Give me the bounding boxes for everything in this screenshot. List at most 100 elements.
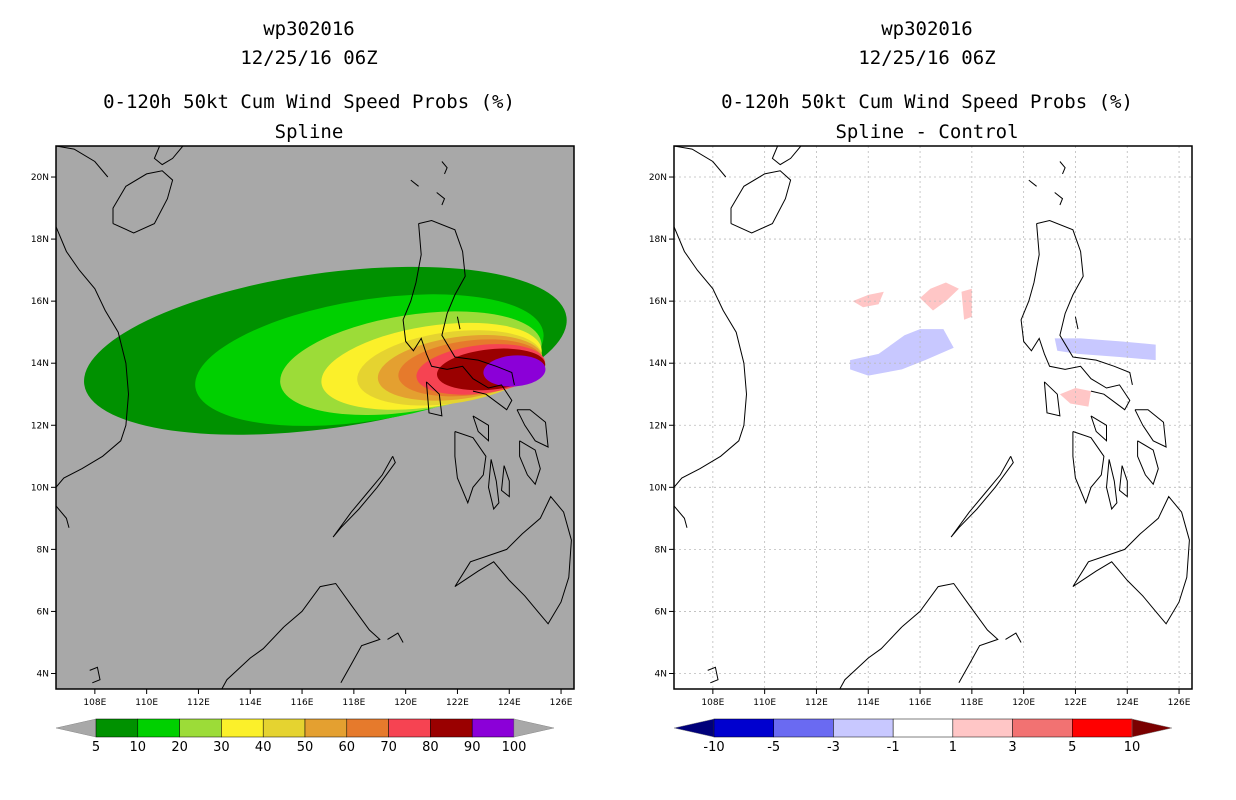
coastline	[410, 179, 419, 187]
x-tick-label: 126E	[1168, 698, 1191, 708]
x-tick-label: 116E	[909, 698, 932, 708]
coastline	[707, 666, 719, 684]
coastline	[112, 170, 174, 234]
prob-colorbar-swatch	[137, 718, 180, 738]
diff-colorbar-swatch	[952, 718, 1013, 738]
coastline	[456, 316, 461, 330]
prob-colorbar-label: 60	[339, 740, 356, 755]
diff-colorbar-swatch	[892, 718, 954, 738]
plot-frame	[673, 145, 1193, 690]
coastline	[472, 415, 489, 442]
x-tick-label: 120E	[394, 698, 417, 708]
prob-colorbar-swatch	[304, 718, 348, 738]
coastline	[221, 626, 285, 689]
coastline	[1043, 381, 1061, 417]
coastline	[516, 409, 549, 448]
prob-colorbar-label: 30	[213, 740, 230, 755]
prob-colorbar-label: 80	[422, 740, 439, 755]
prob-colorbar-swatch	[388, 718, 431, 738]
diff-colorbar-swatch	[833, 718, 894, 738]
coastline	[1020, 223, 1131, 411]
coastline	[771, 146, 802, 166]
panel-spline: wp302016 12/25/16 06Z 0-120h 50kt Cum Wi…	[31, 18, 575, 755]
storm-id: wp302016	[263, 18, 355, 40]
y-tick-label: 14N	[31, 359, 49, 369]
coastline	[56, 505, 70, 528]
coastline	[441, 161, 448, 175]
prob-colorbar-swatch	[471, 718, 515, 738]
coastline	[332, 456, 396, 538]
diff-colorbar-swatch	[1012, 718, 1073, 738]
x-tick-label: 120E	[1012, 698, 1035, 708]
prob-colorbar-label: 50	[297, 740, 314, 755]
coastline	[1054, 192, 1064, 206]
coastline	[839, 626, 903, 689]
y-tick-label: 20N	[649, 173, 667, 183]
diff-colorbar-below-arrow	[673, 718, 715, 738]
x-tick-label: 110E	[753, 698, 776, 708]
difference-map: 108E 110E 112E 114E 116E 118E 120E 122E 124E 126E…	[649, 145, 1193, 755]
coastline	[1036, 219, 1133, 386]
plot-frame	[55, 145, 575, 690]
prob-colorbar-swatch	[262, 718, 306, 738]
map-background	[674, 146, 1192, 689]
coastline	[674, 146, 727, 178]
coastline	[436, 192, 446, 206]
y-tick-label: 10N	[31, 483, 49, 493]
coastline	[500, 465, 510, 498]
y-tick-label: 20N	[31, 173, 49, 183]
coastline	[1059, 161, 1066, 175]
diff-colorbar-label: 5	[1068, 740, 1076, 755]
x-tick-label: 118E	[960, 698, 983, 708]
x-tick-label: 108E	[701, 698, 724, 708]
coastline	[1074, 316, 1079, 330]
coastline	[674, 505, 688, 528]
chart-title: 0-120h 50kt Cum Wind Speed Probs (%)	[721, 91, 1133, 113]
diff-colorbar-swatch	[1072, 718, 1133, 738]
coastline	[674, 226, 748, 488]
forecast-date: 12/25/16 06Z	[240, 47, 378, 69]
y-tick-label: 4N	[37, 669, 49, 679]
x-tick-label: 108E	[83, 698, 106, 708]
diff-colorbar-label: 3	[1008, 740, 1016, 755]
chart-title: 0-120h 50kt Cum Wind Speed Probs (%)	[103, 91, 515, 113]
coastline	[1028, 179, 1037, 187]
prob-colorbar-label: 90	[464, 740, 481, 755]
coastline	[1137, 440, 1159, 486]
y-tick-label: 4N	[655, 669, 667, 679]
coastline	[89, 666, 101, 684]
x-tick-label: 122E	[446, 698, 469, 708]
coastline	[950, 456, 1014, 538]
diff-colorbar-label: -5	[767, 740, 780, 755]
coastline	[1072, 495, 1190, 625]
chart-subtitle: Spline - Control	[835, 121, 1019, 143]
prob-contour-90	[483, 355, 546, 387]
x-tick-label: 114E	[239, 698, 262, 708]
coastline	[519, 440, 541, 486]
coastline	[387, 632, 404, 643]
difference-patch	[961, 288, 972, 320]
prob-colorbar-label: 5	[92, 740, 100, 755]
x-tick-label: 124E	[498, 698, 521, 708]
y-tick-label: 12N	[649, 421, 667, 431]
storm-id: wp302016	[881, 18, 973, 40]
x-tick-label: 124E	[1116, 698, 1139, 708]
coastline	[283, 582, 381, 684]
prob-colorbar-swatch	[430, 718, 473, 738]
coastline	[153, 146, 184, 166]
coastline	[730, 170, 792, 234]
coastline	[425, 381, 443, 417]
x-tick-label: 114E	[857, 698, 880, 708]
prob-colorbar-above-arrow	[513, 718, 555, 738]
y-tick-label: 10N	[649, 483, 667, 493]
coastline	[418, 219, 515, 386]
coastline	[1105, 459, 1118, 511]
coastline	[56, 226, 130, 488]
x-tick-label: 110E	[135, 698, 158, 708]
y-tick-label: 16N	[649, 297, 667, 307]
difference-patch	[1054, 338, 1156, 361]
prob-colorbar-label: 100	[502, 740, 527, 755]
x-tick-label: 118E	[342, 698, 365, 708]
difference-patch	[852, 291, 884, 308]
coastline	[1005, 632, 1022, 643]
